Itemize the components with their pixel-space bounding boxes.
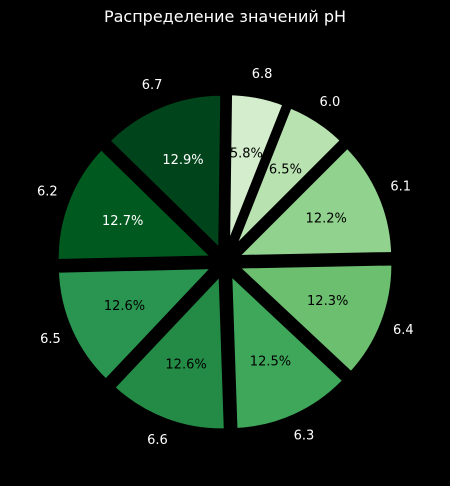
category-label-6-0: 6.0 bbox=[320, 95, 341, 110]
percent-label-6-1: 12.2% bbox=[306, 211, 347, 226]
percent-label-6-7: 12.9% bbox=[162, 153, 203, 168]
category-label-6-5: 6.5 bbox=[40, 332, 61, 347]
percent-label-6-4: 12.3% bbox=[307, 294, 348, 309]
pie-slice-6-7 bbox=[103, 89, 227, 256]
category-label-6-4: 6.4 bbox=[393, 323, 414, 338]
pie-slice-6-8 bbox=[223, 89, 289, 256]
category-label-6-6: 6.6 bbox=[147, 433, 168, 448]
percent-label-6-8: 5.8% bbox=[230, 147, 263, 162]
percent-label-6-3: 12.5% bbox=[250, 355, 291, 370]
percent-labels: 12.2% 12.3% 12.5% 12.6% 12.6% 12.7% 12.9% 5.8% 6… bbox=[102, 147, 348, 373]
pie-slice-6-0 bbox=[227, 101, 347, 257]
pie-slice-6-5 bbox=[52, 263, 219, 386]
category-label-6-1: 6.1 bbox=[390, 180, 411, 195]
pie-slice-6-6 bbox=[108, 268, 230, 435]
percent-label-6-2: 12.7% bbox=[102, 214, 143, 229]
pie-slices bbox=[52, 89, 398, 435]
category-label-6-8: 6.8 bbox=[252, 67, 273, 82]
category-label-6-2: 6.2 bbox=[37, 184, 58, 199]
pie-slice-6-2 bbox=[52, 143, 219, 265]
percent-label-6-6: 12.6% bbox=[165, 357, 206, 372]
pie-slice-6-4 bbox=[231, 259, 398, 378]
pie-slice-6-1 bbox=[231, 141, 398, 262]
chart-title: Распределение значений pH bbox=[104, 7, 346, 26]
category-labels: 6.1 6.4 6.3 6.6 6.5 6.2 6.7 6.8 6.0 bbox=[37, 67, 414, 448]
category-label-6-7: 6.7 bbox=[142, 78, 163, 93]
pie-slice-6-3 bbox=[226, 268, 349, 435]
category-label-6-3: 6.3 bbox=[294, 428, 315, 443]
percent-label-6-5: 12.6% bbox=[104, 299, 145, 314]
percent-label-6-0: 6.5% bbox=[269, 163, 302, 178]
